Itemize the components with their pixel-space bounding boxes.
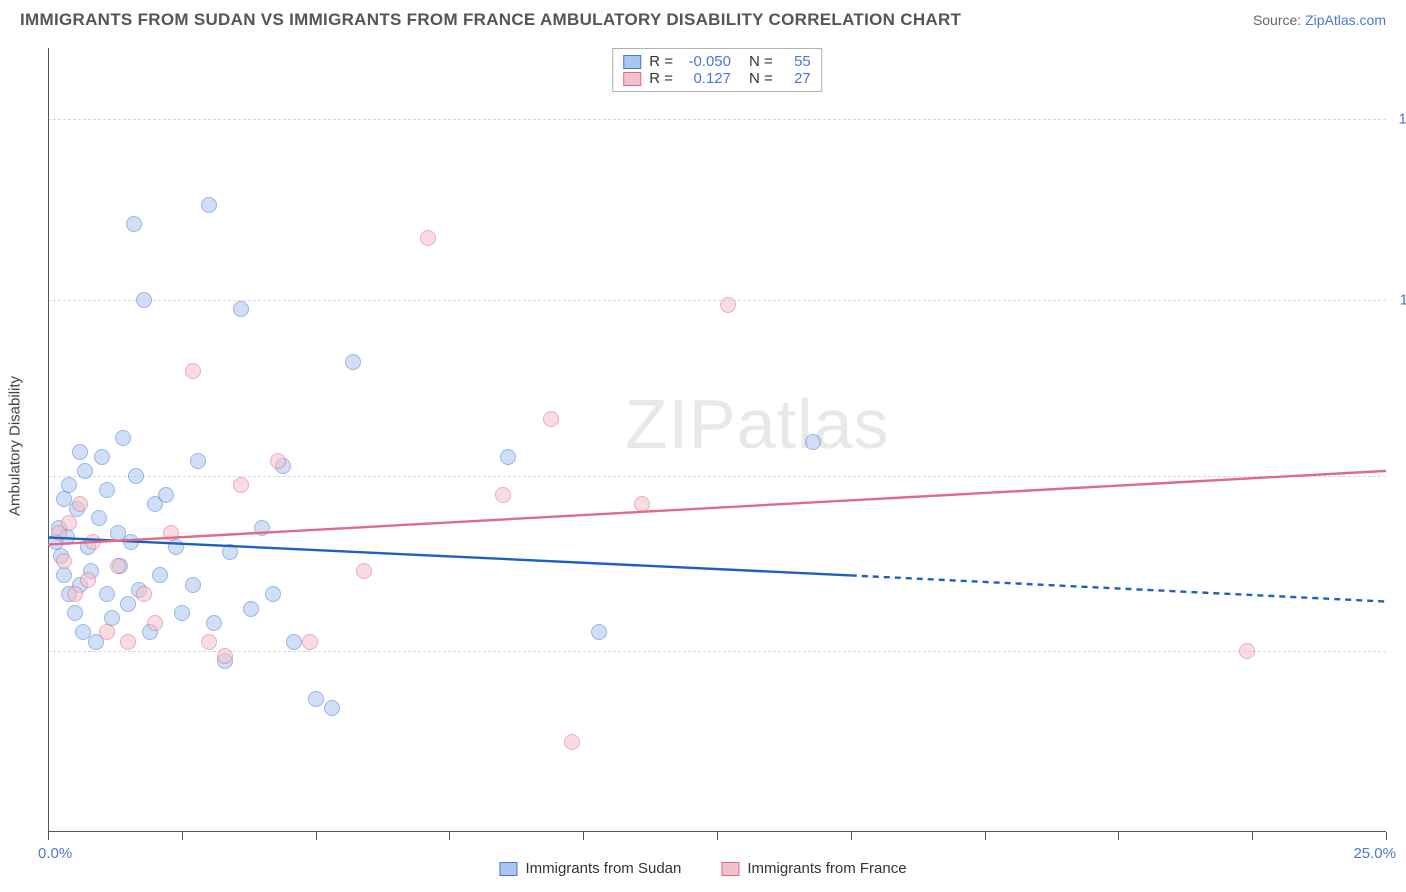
stat-r-label: R = bbox=[649, 53, 673, 70]
y-tick-label: 15.0% bbox=[1398, 111, 1406, 128]
x-tick bbox=[449, 832, 450, 840]
stats-row: R = 0.127 N = 27 bbox=[623, 70, 811, 87]
y-tick-label: 11.2% bbox=[1400, 291, 1406, 308]
trend-overlay bbox=[48, 48, 1386, 832]
source-link[interactable]: ZipAtlas.com bbox=[1305, 12, 1386, 28]
x-tick bbox=[182, 832, 183, 840]
legend-swatch bbox=[721, 862, 739, 876]
x-min-label: 0.0% bbox=[38, 845, 72, 862]
stat-n-value: 27 bbox=[781, 70, 811, 87]
plot-area: ZIPatlas 3.8%7.5%11.2%15.0%0.0%25.0%R =-… bbox=[48, 48, 1386, 832]
legend-item: Immigrants from France bbox=[721, 860, 906, 877]
stats-row: R = -0.050 N = 55 bbox=[623, 53, 811, 70]
stat-r-value: 0.127 bbox=[681, 70, 731, 87]
legend-label: Immigrants from France bbox=[747, 860, 906, 877]
source-prefix: Source: bbox=[1253, 12, 1305, 28]
stat-n-label: N = bbox=[749, 70, 773, 87]
x-tick bbox=[1386, 832, 1387, 840]
legend-label: Immigrants from Sudan bbox=[525, 860, 681, 877]
stats-box: R = -0.050 N = 55 R = 0.127 N = 27 bbox=[612, 48, 822, 92]
stat-r-value: -0.050 bbox=[681, 53, 731, 70]
x-tick bbox=[985, 832, 986, 840]
x-tick bbox=[851, 832, 852, 840]
stat-r-label: R = bbox=[649, 70, 673, 87]
legend-item: Immigrants from Sudan bbox=[499, 860, 681, 877]
source-label: Source: ZipAtlas.com bbox=[1253, 12, 1386, 28]
y-axis-label: Ambulatory Disability bbox=[7, 376, 24, 516]
series-swatch bbox=[623, 72, 641, 86]
x-tick bbox=[316, 832, 317, 840]
chart-title: IMMIGRANTS FROM SUDAN VS IMMIGRANTS FROM… bbox=[20, 10, 961, 30]
x-tick bbox=[48, 832, 49, 840]
stat-n-label: N = bbox=[749, 53, 773, 70]
chart-area: ZIPatlas 3.8%7.5%11.2%15.0%0.0%25.0%R =-… bbox=[48, 48, 1386, 832]
series-swatch bbox=[623, 55, 641, 69]
stat-n-value: 55 bbox=[781, 53, 811, 70]
x-tick bbox=[717, 832, 718, 840]
x-tick bbox=[1252, 832, 1253, 840]
legend-swatch bbox=[499, 862, 517, 876]
x-tick bbox=[583, 832, 584, 840]
x-tick bbox=[1118, 832, 1119, 840]
bottom-legend: Immigrants from Sudan Immigrants from Fra… bbox=[499, 860, 906, 877]
x-max-label: 25.0% bbox=[1353, 845, 1396, 862]
